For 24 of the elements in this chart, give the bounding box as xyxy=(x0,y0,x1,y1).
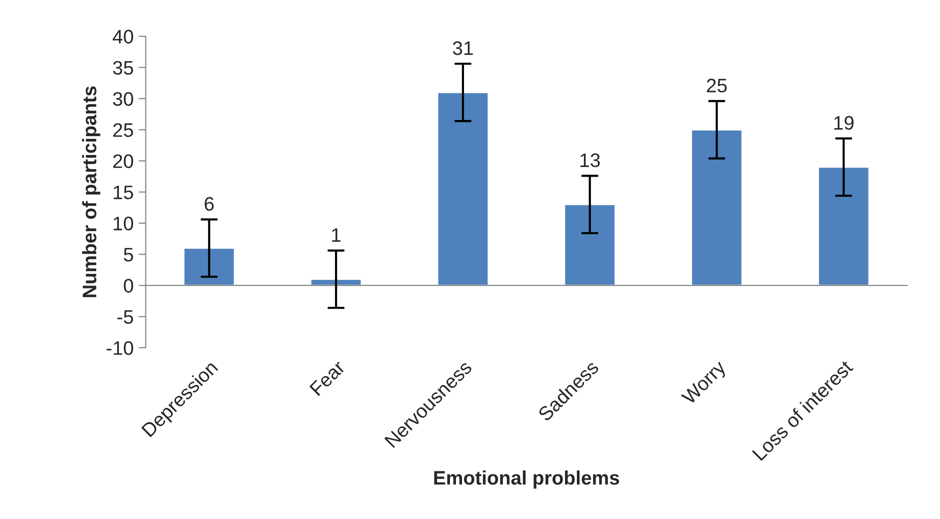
bar xyxy=(564,204,616,286)
y-tick-label: 30 xyxy=(113,92,134,106)
bar xyxy=(183,247,236,286)
y-tick-label: 5 xyxy=(124,248,134,262)
y-tick-label: -5 xyxy=(117,310,134,324)
y-tick-label: 35 xyxy=(113,60,134,75)
y-tick-label: 0 xyxy=(124,278,134,293)
data-label: 6 xyxy=(204,196,214,211)
y-tick-label: -10 xyxy=(106,341,134,355)
y-tick-label: 15 xyxy=(114,186,134,200)
bar xyxy=(436,92,490,286)
bar xyxy=(818,166,870,286)
y-tick-label: 25 xyxy=(113,123,134,137)
data-label: 13 xyxy=(580,153,600,168)
x-axis-title: Emotional problems xyxy=(434,470,620,489)
bar xyxy=(690,129,743,286)
data-label: 19 xyxy=(834,116,854,130)
data-label: 1 xyxy=(332,228,341,242)
data-label: 25 xyxy=(706,78,727,92)
y-axis-title: Number of participants xyxy=(82,86,100,298)
data-label: 31 xyxy=(452,41,473,56)
y-tick-label: 10 xyxy=(114,216,134,230)
y-tick-label: 40 xyxy=(112,30,134,44)
y-tick-label: 20 xyxy=(113,154,134,168)
